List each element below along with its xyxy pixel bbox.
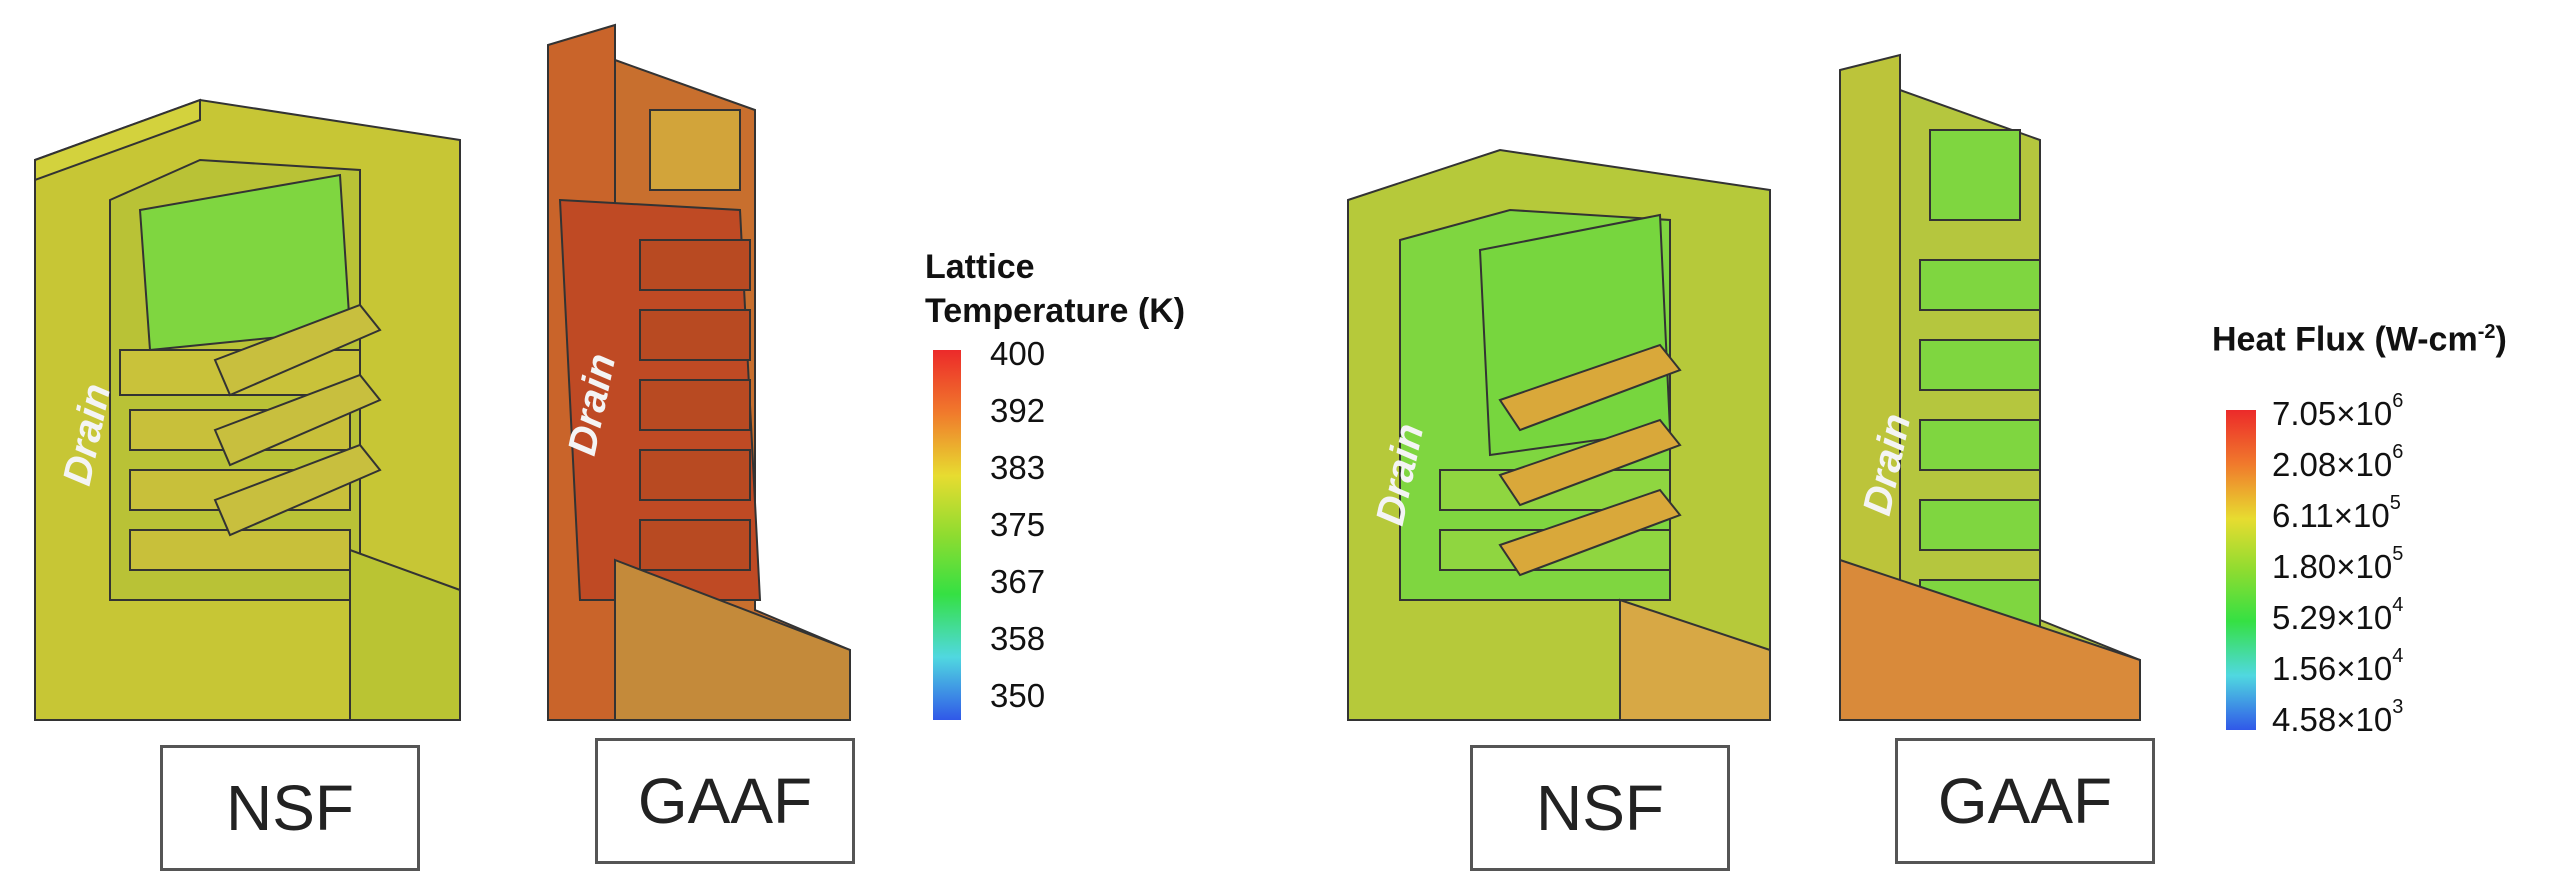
temperature-tick-label: 375 [990,506,1046,543]
temperature-tick-label: 383 [990,449,1046,486]
heatflux-legend-title-exp: -2 [2477,321,2496,343]
heatflux-legend-title: Heat Flux (W-cm-2) [2212,310,2507,361]
heatflux-legend-title-end: ) [2495,320,2507,359]
temp-nsf-label: NSF [160,745,420,871]
temp-nsf-device [34,98,461,721]
heatflux-legend-title-text: Heat Flux (W-cm [2212,320,2478,359]
heatflux-tick-label: 1.56×104 [2272,645,2404,687]
temperature-legend-title: Lattice Temperature (K) [925,245,1185,333]
flux-nsf-device [1347,148,1771,721]
temperature-tick-label: 400 [990,335,1046,372]
temp-gaaf-device [547,23,851,721]
heatflux-tick-label: 4.58×103 [2272,696,2404,738]
heatflux-tick-label: 1.80×105 [2272,543,2404,585]
temperature-colorbar [933,350,961,720]
heatflux-tick-label: 7.05×106 [2272,390,2404,432]
temperature-legend-title-line2: Temperature (K) [925,292,1186,330]
temperature-tick-label: 350 [990,677,1046,714]
flux-gaaf-label: GAAF [1895,738,2155,864]
heatflux-tick-label: 5.29×104 [2272,594,2404,636]
temperature-legend-title-line1: Lattice [925,248,1035,286]
flux-nsf-label: NSF [1470,745,1730,871]
temperature-tick-label: 367 [990,563,1046,600]
heatflux-tick-label: 2.08×106 [2272,441,2404,483]
temperature-tick-label: 358 [990,620,1046,657]
heatflux-tick-label: 6.11×105 [2272,492,2401,534]
heatflux-colorbar [2226,410,2256,730]
temp-gaaf-label: GAAF [595,738,855,864]
temperature-tick-label: 392 [990,392,1046,429]
flux-gaaf-device [1839,53,2141,721]
